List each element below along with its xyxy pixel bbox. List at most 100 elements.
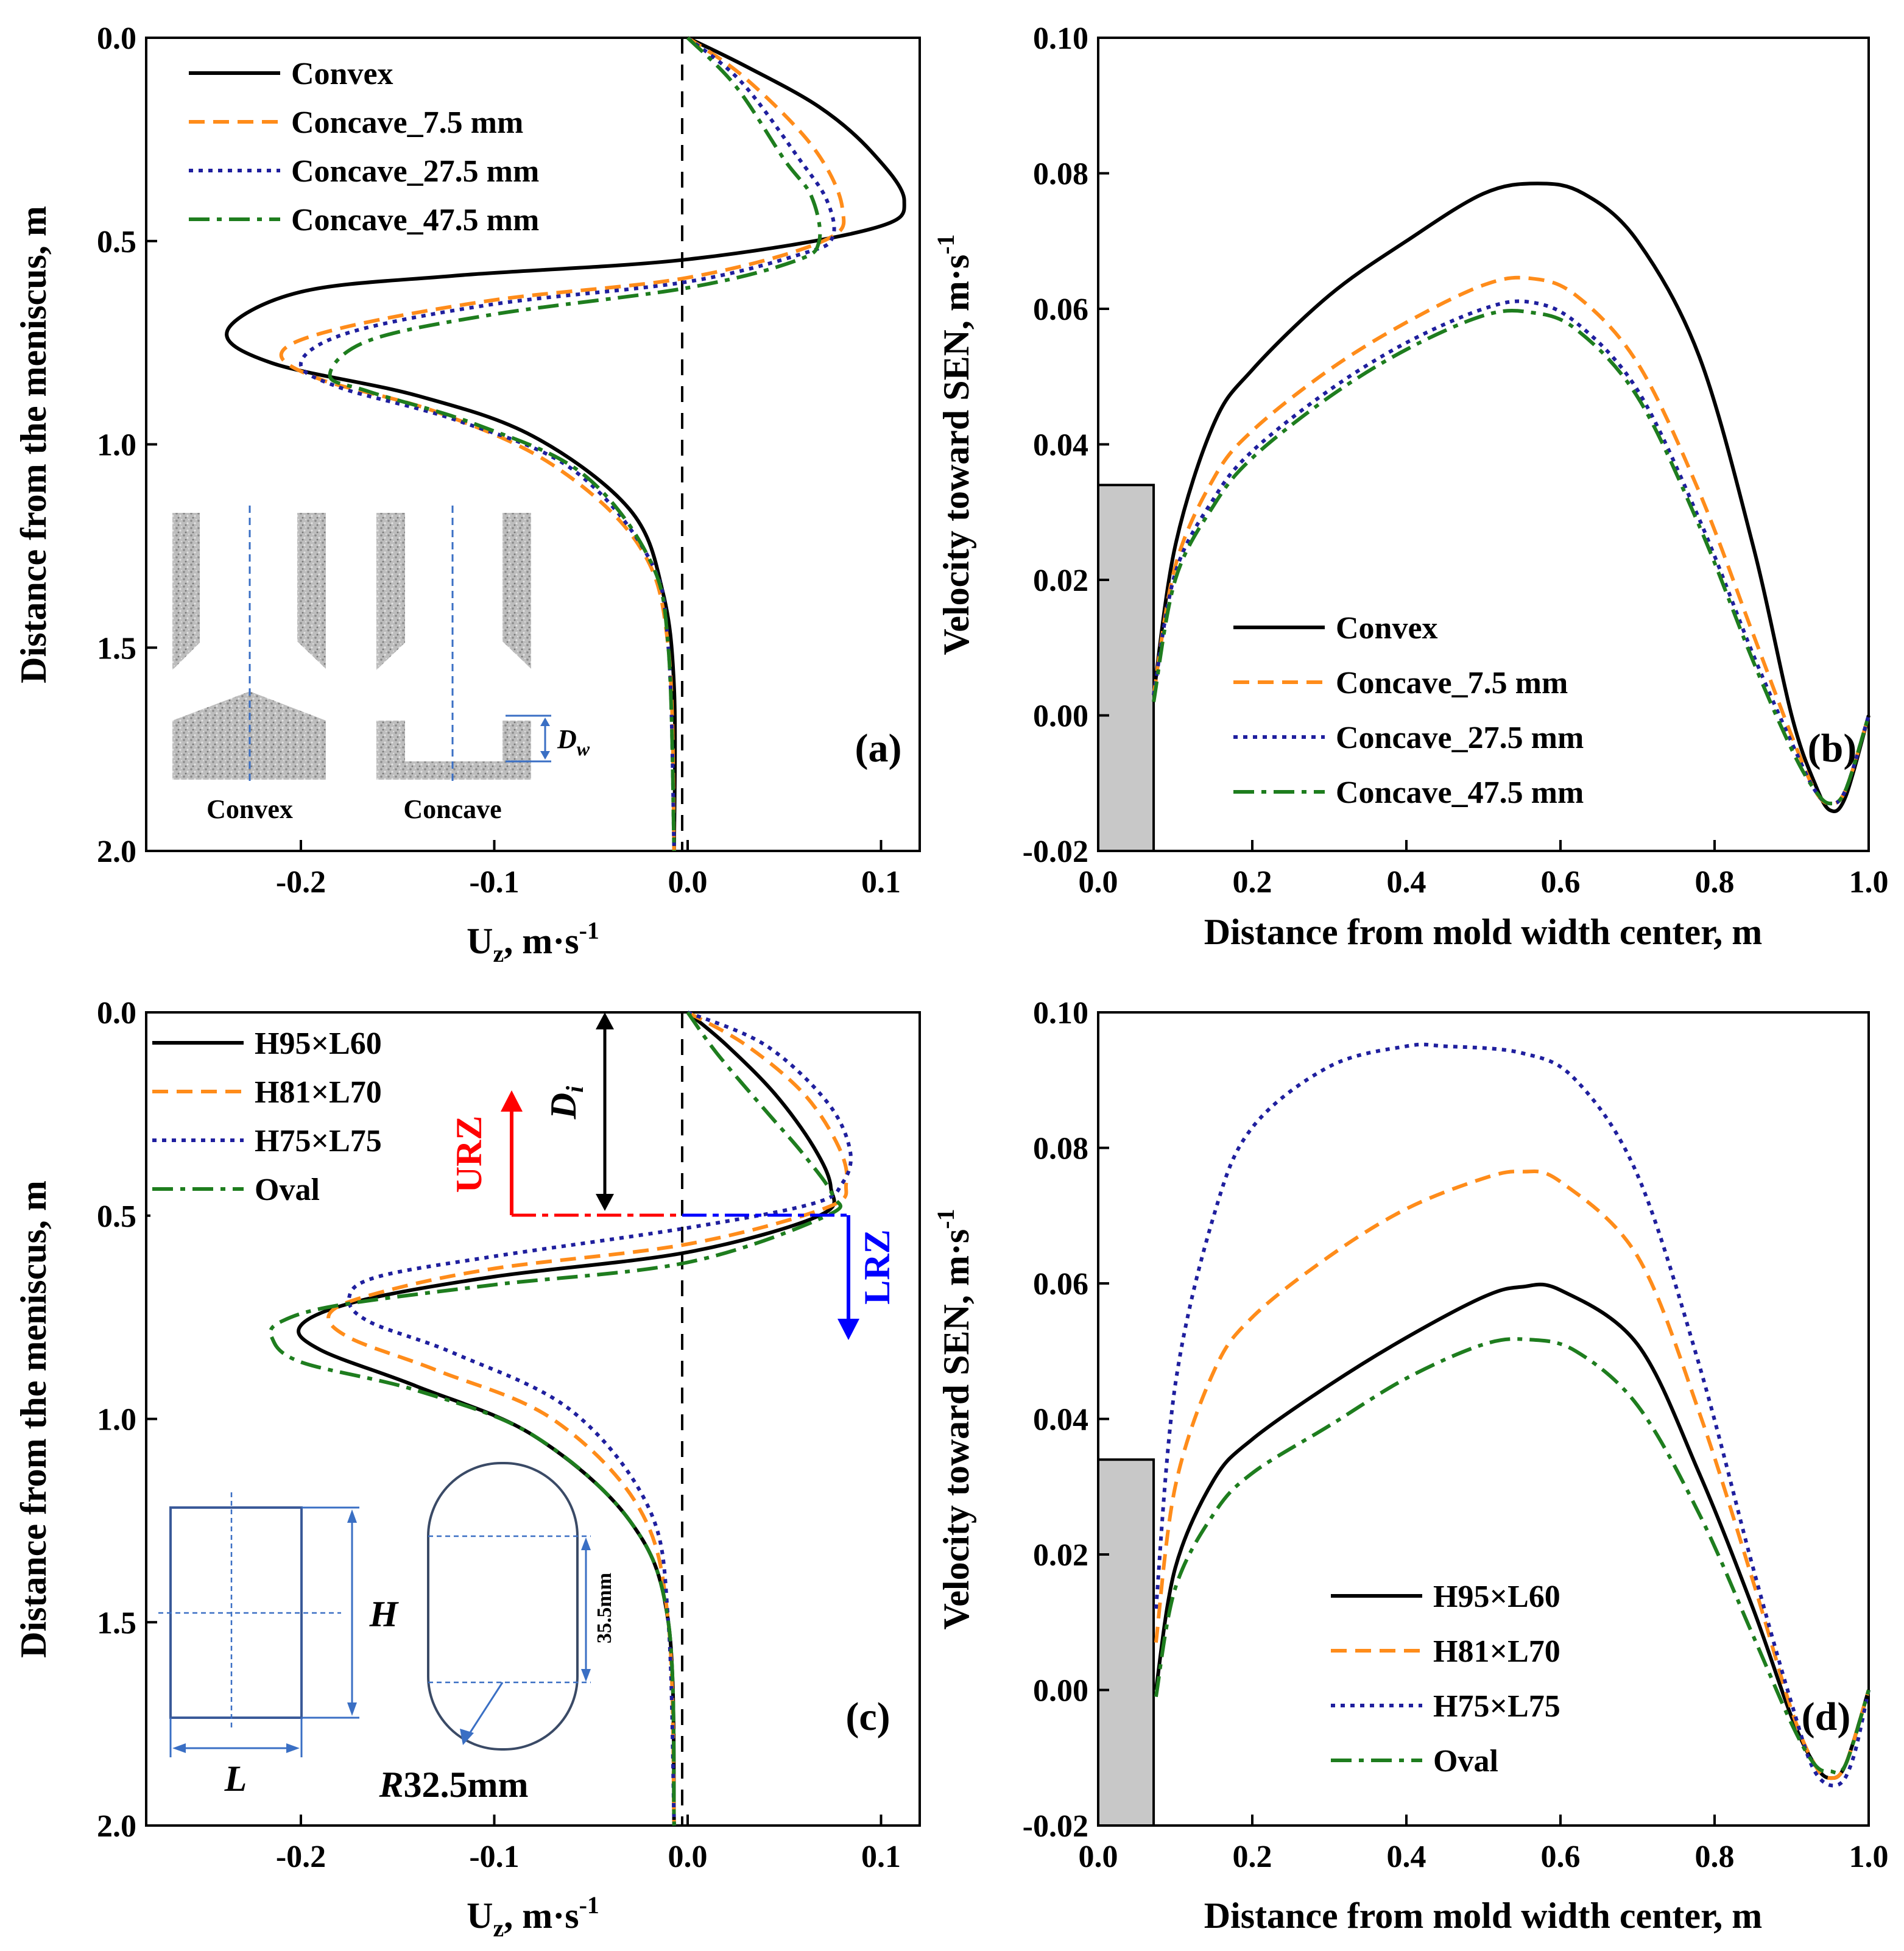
series-line-2 — [279, 36, 846, 852]
x-tick-label: -0.2 — [276, 865, 326, 900]
dw-arrowheads — [540, 718, 550, 760]
y-tick-label: 1.5 — [97, 1606, 136, 1640]
x-tick-label: 0.4 — [1387, 1840, 1426, 1874]
legend-label: Convex — [291, 57, 393, 91]
panel-a: -0.2 -0.1 0.0 0.1 0.0 0.5 1.0 1.5 2.0 Dw Convex … — [13, 21, 921, 967]
series-line-3 — [347, 1011, 853, 1826]
panel-b: 0.0 0.2 0.4 0.6 0.8 1.0 -0.02 0.00 0.02 0.04 0.06 0… — [932, 21, 1889, 952]
inset-convex-label: Convex — [206, 794, 293, 824]
x-axis-label-d: Distance from mold width center, m — [1204, 1896, 1763, 1936]
ticks-b: 0.0 0.2 0.4 0.6 0.8 1.0 -0.02 0.00 0.02 0.04 0.06 0… — [1023, 21, 1889, 900]
x-tick-label: 0.2 — [1233, 865, 1272, 900]
sen-bar-d — [1097, 1458, 1155, 1827]
inset-concave-label: Concave — [403, 794, 501, 824]
y-tick-label: 0.04 — [1033, 1403, 1088, 1438]
legend-bg-a — [186, 58, 588, 259]
h-label: H — [369, 1594, 400, 1634]
y-tick-label: 0.06 — [1033, 1267, 1088, 1302]
radius-label: R32.5mm — [379, 1765, 529, 1805]
legend-label: Oval — [1433, 1744, 1498, 1779]
series-a — [225, 36, 906, 852]
legend-label: Convex — [1336, 611, 1438, 646]
legend-a: Convex Concave_7.5 mm Concave_27.5 mm Conca… — [189, 57, 539, 238]
y-tick-label: 0.0 — [97, 996, 136, 1031]
x-tick-label: 0.0 — [668, 865, 708, 900]
y-tick-label: 2.0 — [97, 834, 136, 869]
x-tick-label: 0.0 — [668, 1840, 708, 1874]
y-tick-label: 1.0 — [97, 1403, 136, 1438]
x-tick-label: 0.0 — [1079, 865, 1118, 900]
concave-right-wall — [502, 513, 531, 669]
y-tick-label: 0.06 — [1033, 292, 1088, 327]
concave-bottom — [376, 721, 531, 780]
panel-label-b: (b) — [1808, 726, 1857, 771]
ticks-a: -0.2 -0.1 0.0 0.1 0.0 0.5 1.0 1.5 2.0 — [97, 21, 901, 900]
y-tick-label: 0.00 — [1033, 1674, 1088, 1709]
y-tick-label: 0.02 — [1033, 1538, 1088, 1573]
y-axis-label-d: Velocity toward SEN, m·s-1 — [932, 1208, 976, 1629]
series-line-4 — [1152, 309, 1871, 806]
legend-d: H95×L60 H81×L70 H75×L75 Oval — [1331, 1579, 1560, 1779]
legend-label: H75×L75 — [1433, 1689, 1560, 1724]
series-line-2 — [326, 1011, 849, 1826]
l-label: L — [224, 1759, 247, 1799]
legend-label: H75×L75 — [255, 1124, 382, 1159]
convex-bottom — [172, 691, 326, 780]
ticks-d: 0.0 0.2 0.4 0.6 0.8 1.0 -0.02 0.00 0.02 0.04 0.06 0… — [1023, 996, 1889, 1874]
legend-label: H81×L70 — [1433, 1634, 1560, 1669]
y-tick-label: -0.02 — [1023, 834, 1088, 869]
x-tick-label: 1.0 — [1849, 865, 1889, 900]
dim-35-label: 35.5mm — [593, 1573, 616, 1643]
convex-right-wall — [297, 513, 326, 669]
y-tick-label: 2.0 — [97, 1809, 136, 1844]
y-tick-label: 0.08 — [1033, 1132, 1088, 1166]
y-tick-label: 0.10 — [1033, 21, 1088, 56]
x-tick-label: 0.1 — [861, 865, 901, 900]
x-tick-label: 0.2 — [1233, 1840, 1272, 1874]
urz-arrowhead — [501, 1090, 523, 1112]
legend-bg-c — [150, 1023, 421, 1218]
panel-d: 0.0 0.2 0.4 0.6 0.8 1.0 -0.02 0.00 0.02 0.04 0.06 0… — [932, 996, 1889, 1936]
series-b — [1152, 182, 1871, 814]
series-line-3 — [1154, 1042, 1871, 1788]
series-c — [269, 1011, 853, 1826]
series-line-4 — [328, 36, 822, 852]
dw-label: Dw — [557, 724, 590, 760]
series-d — [1154, 1042, 1871, 1788]
y-tick-label: 1.0 — [97, 428, 136, 463]
y-tick-label: 0.00 — [1033, 699, 1088, 734]
radius-arrowhead — [460, 1729, 474, 1745]
lrz-label: LRZ — [857, 1229, 897, 1304]
y-tick-label: 0.5 — [97, 1199, 136, 1234]
y-tick-label: 0.5 — [97, 225, 136, 259]
x-tick-label: -0.1 — [469, 865, 519, 900]
x-tick-label: 0.8 — [1695, 865, 1735, 900]
legend-bg-b — [1227, 600, 1715, 816]
series-line-1 — [1152, 182, 1871, 814]
y-tick-label: 0.08 — [1033, 157, 1088, 192]
radius-line — [465, 1682, 504, 1740]
legend-label: H81×L70 — [255, 1075, 382, 1110]
x-tick-label: 0.6 — [1541, 1840, 1581, 1874]
legend-label: Concave_27.5 mm — [291, 154, 539, 189]
urz-label: URZ — [449, 1116, 489, 1193]
oval-port — [427, 1462, 579, 1751]
legend-label: Concave_7.5 mm — [1336, 666, 1568, 700]
panel-label-a: (a) — [855, 726, 902, 771]
y-tick-label: 0.04 — [1033, 428, 1088, 463]
x-tick-label: -0.2 — [276, 1840, 326, 1874]
y-axis-label-c: Distance from the meniscus, m — [13, 1180, 54, 1658]
legend-c: H95×L60 H81×L70 H75×L75 Oval — [152, 1026, 382, 1207]
inset-port-shapes-c: H L 35.5mm R32.5mm — [158, 1462, 616, 1805]
x-tick-label: 1.0 — [1849, 1840, 1889, 1874]
series-line-1 — [225, 36, 906, 852]
zone-annotations-c: Di URZ LRZ — [449, 1012, 897, 1340]
inset-nozzle-sketch-a: Dw Convex Concave — [172, 506, 590, 824]
y-axis-label-b: Velocity toward SEN, m·s-1 — [932, 234, 976, 655]
panel-c: -0.2 -0.1 0.0 0.1 0.0 0.5 1.0 1.5 2.0 Di URZ LRZ — [13, 996, 921, 1942]
l-arrowheads — [172, 1743, 300, 1753]
legend-b: Convex Concave_7.5 mm Concave_27.5 mm Conca… — [1233, 611, 1584, 810]
legend-label: Concave_7.5 mm — [291, 105, 523, 140]
y-axis-label-a: Distance from the meniscus, m — [13, 206, 54, 683]
